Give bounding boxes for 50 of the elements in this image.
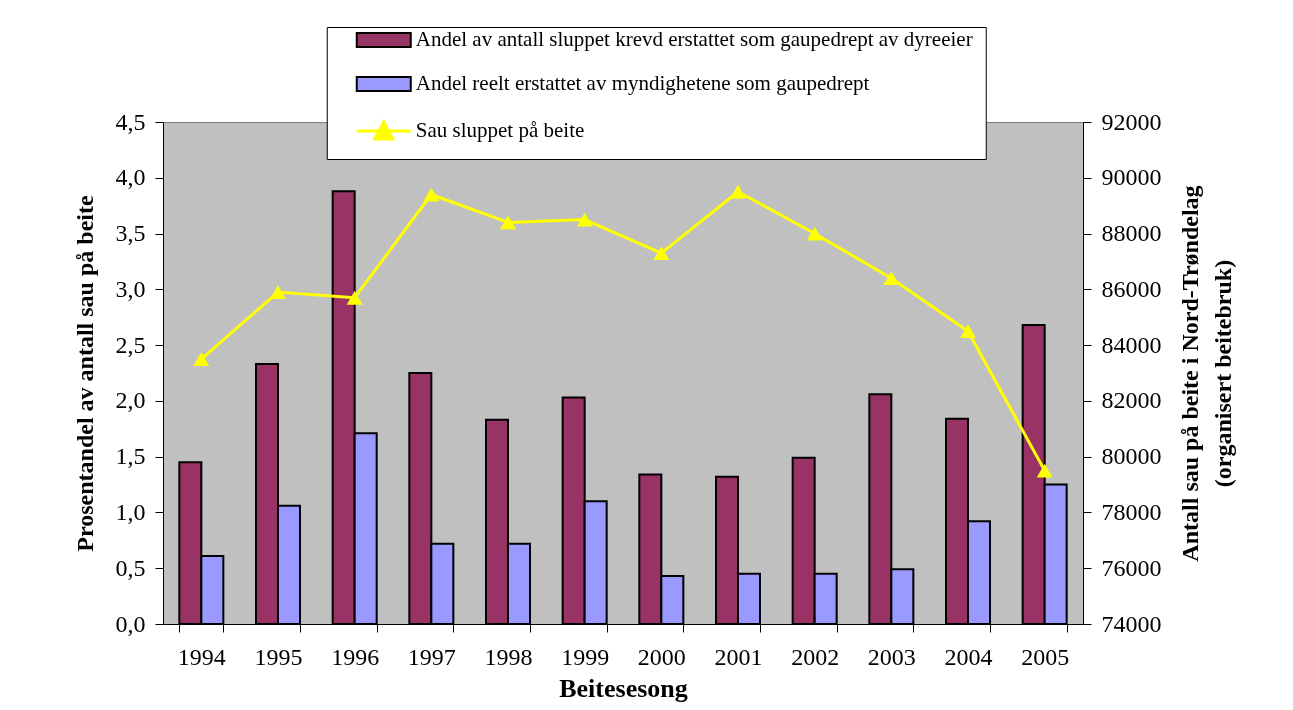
x-tick-label: 1994 bbox=[177, 643, 226, 670]
x-tick-label: 1996 bbox=[331, 643, 380, 670]
point bbox=[960, 324, 976, 339]
y2-tick-label: 92000 bbox=[1101, 108, 1162, 135]
y2-tick-label: 90000 bbox=[1101, 164, 1162, 191]
y-tick-label: 1,0 bbox=[115, 498, 146, 525]
y-tick-label: 3,0 bbox=[115, 275, 146, 302]
x-tick-label: 1997 bbox=[407, 643, 456, 670]
point bbox=[423, 187, 440, 202]
y2-tick-label: 84000 bbox=[1101, 331, 1162, 358]
point bbox=[576, 212, 593, 227]
x-tick-label: 1999 bbox=[561, 643, 610, 670]
point bbox=[346, 290, 363, 305]
x-tick-label: 2005 bbox=[1021, 643, 1070, 670]
x-tick-label: 2004 bbox=[944, 643, 993, 670]
y2-tick-label: 86000 bbox=[1101, 275, 1162, 302]
x-tick-label: 1998 bbox=[484, 643, 533, 670]
x-tick-label: 2002 bbox=[791, 643, 840, 670]
y2-axis-title: Antall sau på beite i Nord-Trøndelag (organisert beitebruk) bbox=[1176, 185, 1236, 562]
y-tick-label: 3,5 bbox=[115, 220, 146, 247]
y-tick-label: 2,5 bbox=[115, 331, 146, 358]
x-tick-label: 1995 bbox=[254, 643, 303, 670]
y-tick-label: 0,0 bbox=[115, 610, 146, 637]
y-tick-label: 0,5 bbox=[115, 554, 146, 581]
x-axis-title: Beitesesong bbox=[559, 673, 688, 703]
y2-tick-label: 80000 bbox=[1101, 443, 1162, 470]
y2-tick-label: 76000 bbox=[1101, 554, 1162, 581]
point bbox=[806, 226, 823, 241]
y2-tick-label: 88000 bbox=[1101, 220, 1162, 247]
y-tick-label: 4,0 bbox=[115, 164, 146, 191]
legend-label: Andel av antall sluppet krevd erstattet som gaupedrept av dyreeier bbox=[415, 27, 973, 51]
point bbox=[500, 215, 516, 230]
legend-label: Andel reelt erstattet av myndighetene som gaupedrept bbox=[415, 71, 870, 95]
y2-tick-label: 82000 bbox=[1101, 387, 1162, 414]
x-tick-label: 2000 bbox=[637, 643, 686, 670]
point bbox=[1036, 463, 1053, 478]
point bbox=[193, 352, 210, 366]
y2-tick-label: 78000 bbox=[1101, 498, 1162, 525]
x-tick-label: 2001 bbox=[714, 643, 763, 670]
y-tick-label: 1,5 bbox=[115, 443, 146, 470]
legend-label: Sau sluppet på beite bbox=[415, 118, 585, 142]
point bbox=[883, 271, 900, 286]
point bbox=[730, 184, 746, 199]
y2-tick-label: 74000 bbox=[1101, 610, 1162, 637]
point bbox=[270, 285, 286, 300]
y-tick-label: 2,0 bbox=[115, 387, 146, 414]
y-axis-title: Prosentandel av antall sau på beite bbox=[71, 195, 98, 552]
x-tick-label: 2003 bbox=[867, 643, 916, 670]
point bbox=[653, 246, 670, 261]
y-tick-label: 4,5 bbox=[115, 108, 146, 135]
